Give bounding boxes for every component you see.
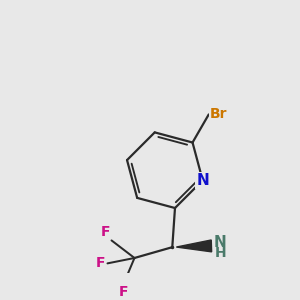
Text: F: F — [96, 256, 105, 270]
Text: H: H — [214, 246, 226, 260]
Text: F: F — [119, 285, 128, 299]
Text: N: N — [196, 173, 209, 188]
Text: Br: Br — [210, 107, 228, 122]
Text: N: N — [214, 235, 226, 250]
Text: F: F — [101, 225, 110, 239]
Polygon shape — [176, 240, 211, 252]
